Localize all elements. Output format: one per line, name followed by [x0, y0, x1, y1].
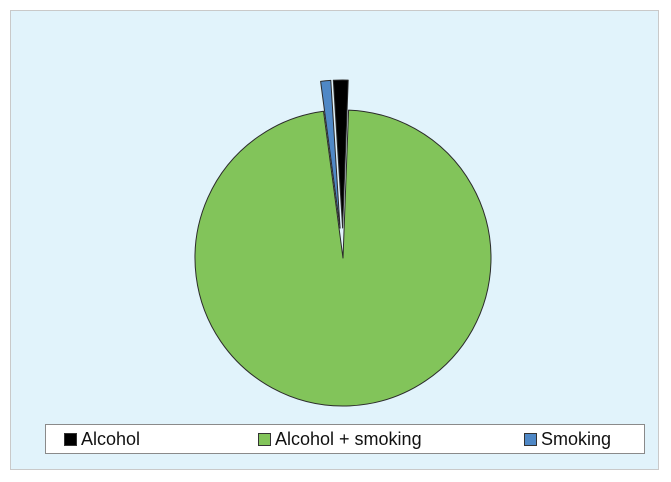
chart-area: Alcohol Alcohol + smoking Smoking	[10, 10, 659, 470]
pie-slice-alcohol-smoking	[194, 109, 492, 407]
legend-item-alcohol: Alcohol	[64, 425, 140, 453]
legend-swatch-alcohol	[64, 432, 77, 446]
legend-swatch-smoking	[524, 432, 537, 446]
legend: Alcohol Alcohol + smoking Smoking	[45, 424, 645, 454]
legend-swatch-alcohol-smoking	[258, 432, 271, 446]
legend-item-smoking: Smoking	[524, 425, 611, 453]
legend-item-alcohol-smoking: Alcohol + smoking	[258, 425, 422, 453]
legend-label-alcohol-smoking: Alcohol + smoking	[275, 428, 422, 449]
pie-chart	[194, 79, 492, 407]
legend-label-alcohol: Alcohol	[81, 428, 141, 449]
legend-label-smoking: Smoking	[541, 428, 612, 449]
pie-slice-smoking	[320, 79, 341, 229]
pie-slice-alcohol	[332, 79, 349, 229]
